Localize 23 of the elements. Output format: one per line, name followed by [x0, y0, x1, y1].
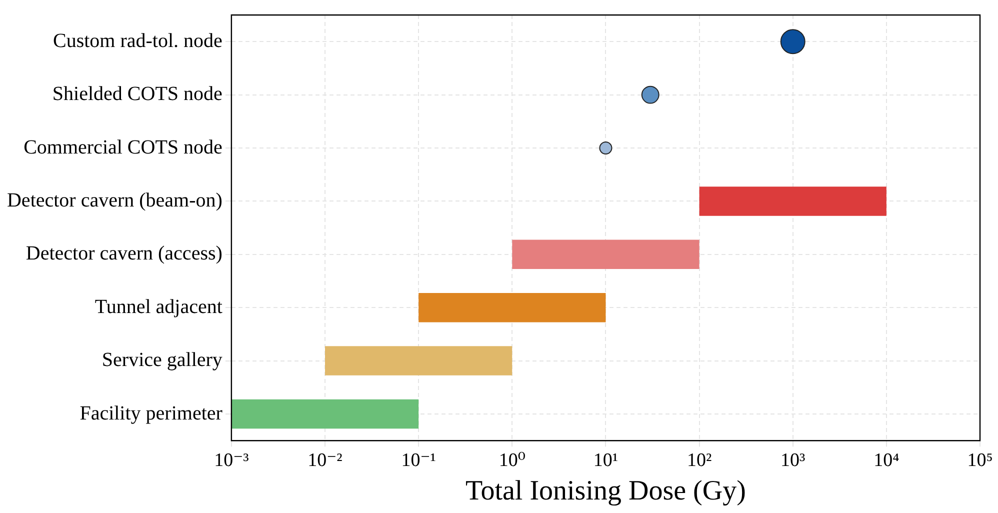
y-tick-label: Facility perimeter — [80, 402, 223, 424]
x-tick-label: 10² — [686, 450, 712, 471]
bar — [418, 292, 606, 322]
y-tick-label: Detector cavern (access) — [26, 242, 222, 265]
bar — [325, 346, 512, 376]
bar — [699, 186, 886, 216]
y-tick-label: Shielded COTS node — [52, 83, 223, 106]
x-tick-label: 10³ — [780, 450, 806, 471]
x-tick-label: 10¹ — [593, 450, 618, 471]
x-axis-title: Total Ionising Dose (Gy) — [466, 476, 746, 507]
x-tick-label: 10⁰ — [498, 450, 526, 471]
bar — [231, 399, 419, 429]
x-tick-label: 10⁻³ — [214, 450, 250, 471]
x-tick-label: 10⁻¹ — [401, 450, 436, 471]
y-tick-label: Custom rad-tol. node — [52, 30, 223, 52]
x-tick-label: 10⁻² — [308, 450, 343, 471]
bar — [512, 240, 700, 270]
x-tick-label: 10⁵ — [967, 450, 993, 471]
y-tick-label: Tunnel adjacent — [94, 296, 223, 318]
y-tick-label: Service gallery — [102, 349, 222, 372]
y-tick-label: Detector cavern (beam-on) — [6, 189, 222, 212]
x-tick-label: 10⁴ — [874, 450, 900, 471]
y-tick-label: Commercial COTS node — [24, 136, 223, 158]
